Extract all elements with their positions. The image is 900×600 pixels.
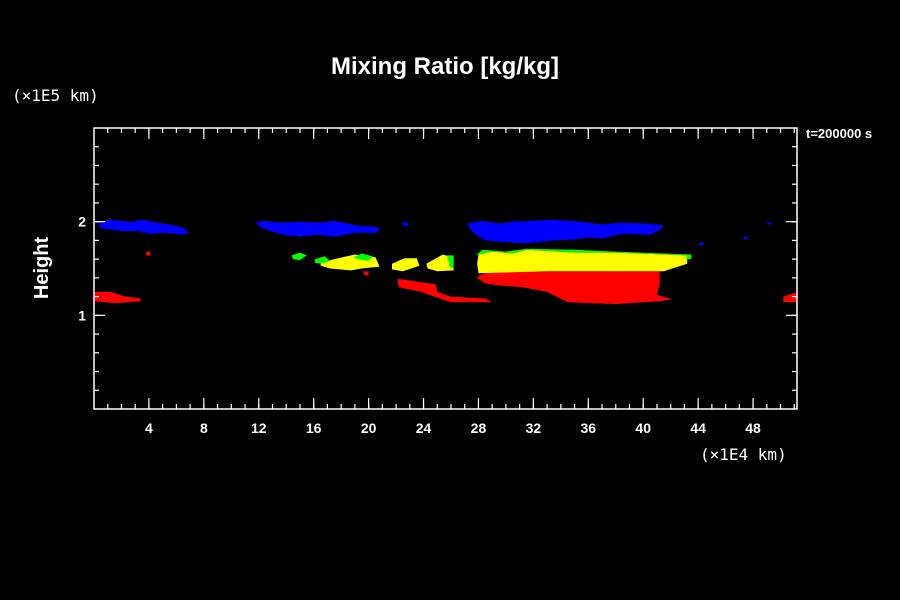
plot-frame <box>93 127 798 410</box>
x-unit-label: (×1E4 km) <box>700 445 787 464</box>
region-yellow-9 <box>426 254 454 272</box>
region-green-13 <box>446 255 454 269</box>
region-blue-19 <box>699 242 704 246</box>
chart-title: Mixing Ratio [kg/kg] <box>331 53 559 80</box>
region-blue-16 <box>256 220 380 237</box>
y-tick-label: 2 <box>78 214 86 230</box>
region-red-2 <box>146 251 151 256</box>
mixing-ratio-regions <box>94 219 797 305</box>
x-tick-label: 44 <box>690 420 706 436</box>
region-red-5 <box>363 271 369 276</box>
region-green-11 <box>315 256 331 264</box>
x-tick-label: 12 <box>251 420 267 436</box>
region-blue-20 <box>743 236 748 240</box>
x-tick-label: 40 <box>635 420 651 436</box>
x-tick-label: 36 <box>581 420 597 436</box>
x-tick-label: 16 <box>306 420 322 436</box>
region-yellow-8 <box>392 258 420 272</box>
region-red-3 <box>397 278 493 303</box>
x-tick-label: 28 <box>471 420 487 436</box>
x-tick-label: 48 <box>745 420 761 436</box>
region-red-0 <box>94 291 141 304</box>
x-tick-label: 8 <box>200 420 208 436</box>
region-red-1 <box>783 292 797 303</box>
y-tick-label: 1 <box>78 307 86 323</box>
x-tick-label: 4 <box>145 420 153 436</box>
region-blue-17 <box>401 222 409 227</box>
y-axis-label: Height <box>31 237 53 300</box>
region-green-12 <box>353 253 373 261</box>
axis-ticks <box>94 128 797 409</box>
region-blue-21 <box>766 222 773 225</box>
region-red-4 <box>477 271 673 305</box>
region-blue-15 <box>98 219 189 235</box>
x-tick-label: 32 <box>526 420 542 436</box>
region-yellow-6 <box>477 249 688 274</box>
y-unit-label: (×1E5 km) <box>12 86 99 105</box>
region-green-10 <box>291 252 307 261</box>
region-green-14 <box>475 248 692 260</box>
region-blue-18 <box>467 219 664 244</box>
x-tick-label: 20 <box>361 420 377 436</box>
x-tick-label: 24 <box>416 420 432 436</box>
time-label: t=200000 s <box>806 126 872 141</box>
